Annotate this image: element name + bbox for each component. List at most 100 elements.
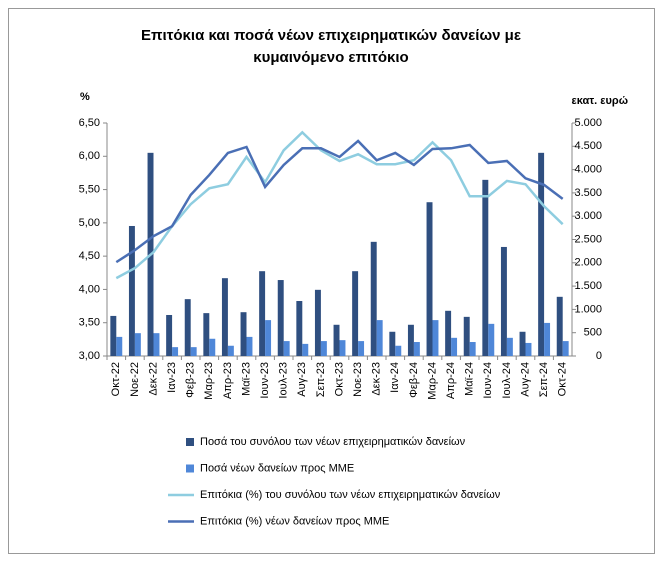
bar [538, 152, 545, 356]
x-tick-label: Οκτ-24 [557, 362, 569, 396]
bar [221, 278, 228, 356]
legend-label: Ποσά νέων δανείων προς ΜΜΕ [200, 462, 354, 474]
bar [395, 345, 402, 356]
legend-marker [186, 464, 194, 473]
y2-tick-label: 3.500 [574, 187, 602, 199]
bar [227, 345, 234, 356]
bar [358, 341, 365, 356]
x-tick-label: Ιουν-24 [482, 362, 494, 399]
y-tick-label: 3,50 [79, 317, 100, 329]
bar [352, 271, 359, 356]
y2-tick-label: 500 [584, 327, 602, 339]
y2-tick-label: 0 [596, 350, 602, 362]
bar [333, 324, 340, 356]
bar [172, 347, 179, 356]
chart-title: Επιτόκια και ποσά νέων επιχειρηματικών δ… [141, 27, 521, 44]
y-tick-label: 4,00 [79, 283, 100, 295]
bar [407, 324, 414, 356]
bar [246, 336, 253, 356]
x-tick-label: Απρ-23 [222, 362, 234, 399]
bar [389, 331, 396, 356]
bar [166, 314, 173, 356]
line [115, 130, 564, 280]
bar [320, 341, 327, 356]
bar [376, 320, 383, 356]
y-tick-label: 5,00 [79, 217, 100, 229]
bar [265, 320, 272, 356]
bar [463, 316, 470, 356]
y2-tick-label: 1.000 [574, 303, 602, 315]
legend-marker [186, 438, 194, 446]
chart-title: κυμαινόμενο επιτόκιο [253, 49, 408, 66]
legend-label: Επιτόκια (%) νέων δανείων προς ΜΜΕ [200, 515, 389, 527]
y-tick-label: 5,50 [79, 183, 100, 195]
bar [451, 337, 458, 356]
x-tick-label: Οκτ-23 [333, 362, 345, 396]
bar [482, 179, 489, 356]
bar [296, 301, 303, 356]
bar [116, 336, 123, 356]
x-tick-label: Δεκ-22 [147, 362, 159, 396]
x-tick-label: Σεπ-23 [315, 362, 327, 397]
bar [153, 333, 160, 356]
y2-tick-label: 4.000 [574, 164, 602, 176]
y2-tick-label: 3.000 [574, 210, 602, 222]
y-tick-label: 6,50 [79, 117, 100, 129]
y2-tick-label: 2.500 [574, 233, 602, 245]
x-tick-label: Φεβ-23 [185, 362, 197, 398]
x-tick-label: Σεπ-24 [538, 362, 550, 397]
legend-label: Ποσά του συνόλου των νέων επιχειρηματικώ… [200, 436, 466, 448]
bar [506, 337, 513, 356]
bar [314, 289, 321, 356]
x-tick-label: Μαϊ-23 [240, 362, 252, 396]
bar [469, 342, 476, 356]
x-tick-label: Ιουλ-24 [501, 362, 513, 399]
x-tick-label: Νοε-22 [129, 362, 141, 397]
bar [519, 331, 526, 356]
x-tick-label: Ιαν-23 [166, 362, 178, 393]
bar [525, 342, 532, 356]
bar [209, 338, 216, 356]
chart-frame [8, 8, 655, 554]
bar [277, 280, 284, 356]
y2-tick-label: 5.000 [574, 117, 602, 129]
bar [500, 246, 507, 356]
x-tick-label: Μαρ-24 [426, 362, 438, 400]
bar [426, 202, 433, 356]
x-tick-label: Δεκ-23 [371, 362, 383, 396]
bar [184, 299, 191, 356]
x-tick-label: Αυγ-24 [519, 362, 531, 397]
bar [556, 296, 563, 356]
bar [240, 312, 247, 356]
x-tick-label: Ιουλ-23 [278, 362, 290, 399]
bar [562, 341, 569, 356]
x-tick-label: Αυγ-23 [296, 362, 308, 397]
x-tick-label: Ιαν-24 [389, 362, 401, 393]
legend-label: Επιτόκια (%) του συνόλου των νέων επιχει… [200, 489, 501, 501]
bar [110, 315, 117, 356]
y-tick-label: 3,00 [79, 350, 100, 362]
bar [544, 322, 551, 356]
y2-tick-label: 1.500 [574, 280, 602, 292]
line [115, 139, 564, 264]
bar [128, 225, 135, 356]
y2-axis-label: εκατ. ευρώ [572, 95, 629, 107]
x-tick-label: Οκτ-22 [110, 362, 122, 396]
y-axis-label: % [80, 91, 90, 103]
bar [259, 271, 266, 356]
bar [302, 343, 309, 356]
bar [134, 333, 141, 356]
y-tick-label: 4,50 [79, 250, 100, 262]
bar [370, 241, 377, 356]
y-tick-label: 6,00 [79, 150, 100, 162]
bar [339, 340, 346, 356]
x-tick-label: Μαϊ-24 [464, 362, 476, 396]
x-tick-label: Μαρ-23 [203, 362, 215, 400]
bar [445, 310, 452, 356]
x-tick-label: Ιουν-23 [259, 362, 271, 399]
bar [413, 342, 420, 356]
x-tick-label: Νοε-23 [352, 362, 364, 397]
x-tick-label: Απρ-24 [445, 362, 457, 399]
bar [283, 341, 290, 356]
